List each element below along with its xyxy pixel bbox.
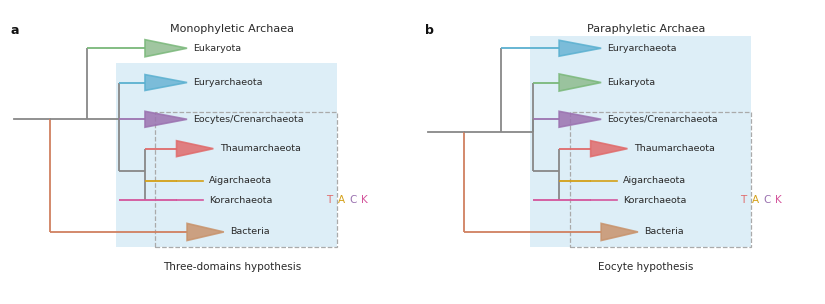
Text: Bacteria: Bacteria bbox=[644, 227, 684, 237]
Polygon shape bbox=[145, 40, 187, 57]
Text: Eukaryota: Eukaryota bbox=[193, 44, 242, 53]
Text: C: C bbox=[350, 195, 357, 205]
Text: K: K bbox=[776, 195, 782, 205]
Polygon shape bbox=[145, 111, 187, 127]
Bar bbox=[530, 36, 751, 65]
Polygon shape bbox=[591, 141, 628, 157]
Polygon shape bbox=[559, 74, 601, 91]
Bar bbox=[116, 63, 337, 247]
Polygon shape bbox=[601, 223, 638, 240]
Bar bbox=[155, 112, 337, 247]
Text: Eukaryota: Eukaryota bbox=[607, 78, 656, 87]
Text: T: T bbox=[327, 195, 332, 205]
Text: Aigarchaeota: Aigarchaeota bbox=[623, 176, 686, 185]
Polygon shape bbox=[187, 223, 224, 240]
Text: Aigarchaeota: Aigarchaeota bbox=[209, 176, 272, 185]
Text: Monophyletic Archaea: Monophyletic Archaea bbox=[170, 24, 294, 34]
Text: Eocytes/Crenarchaeota: Eocytes/Crenarchaeota bbox=[193, 115, 304, 124]
Text: Korarchaeota: Korarchaeota bbox=[623, 195, 686, 205]
Text: Three-domains hypothesis: Three-domains hypothesis bbox=[163, 262, 301, 272]
Text: a: a bbox=[11, 24, 19, 37]
Text: K: K bbox=[361, 195, 368, 205]
Polygon shape bbox=[145, 74, 187, 91]
Text: A: A bbox=[752, 195, 759, 205]
Bar bbox=[569, 112, 751, 247]
Text: Euryarchaeota: Euryarchaeota bbox=[607, 44, 677, 53]
Text: Eocyte hypothesis: Eocyte hypothesis bbox=[598, 262, 694, 272]
Text: Thaumarchaeota: Thaumarchaeota bbox=[219, 144, 300, 153]
Polygon shape bbox=[559, 111, 601, 127]
Bar bbox=[530, 36, 751, 247]
Polygon shape bbox=[177, 141, 214, 157]
Text: Paraphyletic Archaea: Paraphyletic Archaea bbox=[587, 24, 705, 34]
Text: C: C bbox=[764, 195, 771, 205]
Polygon shape bbox=[559, 40, 601, 56]
Text: Thaumarchaeota: Thaumarchaeota bbox=[634, 144, 714, 153]
Text: b: b bbox=[425, 24, 434, 37]
Text: A: A bbox=[338, 195, 345, 205]
Text: Bacteria: Bacteria bbox=[230, 227, 270, 237]
Text: Korarchaeota: Korarchaeota bbox=[209, 195, 272, 205]
Text: Euryarchaeota: Euryarchaeota bbox=[193, 78, 263, 87]
Text: Eocytes/Crenarchaeota: Eocytes/Crenarchaeota bbox=[607, 115, 718, 124]
Text: T: T bbox=[741, 195, 747, 205]
